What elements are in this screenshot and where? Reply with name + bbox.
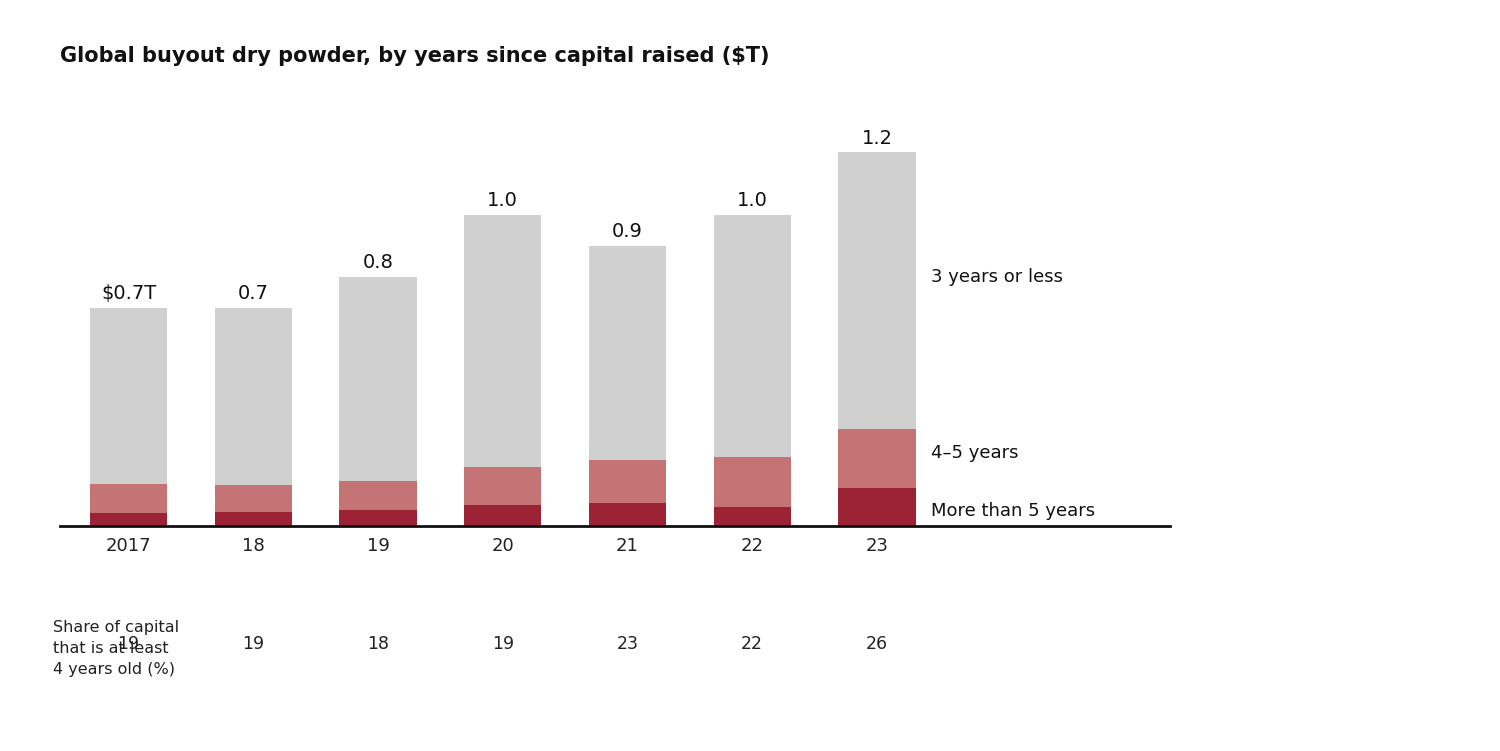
Bar <box>339 509 417 526</box>
Bar <box>339 277 417 481</box>
Text: 19: 19 <box>492 635 514 653</box>
Text: 3 years or less: 3 years or less <box>930 267 1062 285</box>
Bar <box>590 246 666 460</box>
Text: 4–5 years: 4–5 years <box>930 444 1019 462</box>
Bar <box>464 215 542 466</box>
Text: $0.7T: $0.7T <box>100 284 156 303</box>
Text: 0.7: 0.7 <box>238 284 268 303</box>
Bar <box>214 485 292 512</box>
Text: 0.9: 0.9 <box>612 222 644 241</box>
Text: Share of capital
that is at least
4 years old (%): Share of capital that is at least 4 year… <box>53 620 178 677</box>
Text: Global buyout dry powder, by years since capital raised ($T): Global buyout dry powder, by years since… <box>60 47 770 66</box>
Text: 26: 26 <box>865 635 888 653</box>
Text: 18: 18 <box>368 635 388 653</box>
Bar <box>590 503 666 526</box>
Bar <box>839 152 915 429</box>
Bar <box>339 481 417 509</box>
Bar <box>839 429 915 488</box>
Bar <box>464 505 542 526</box>
Bar <box>90 484 168 513</box>
Bar <box>214 512 292 526</box>
Bar <box>839 488 915 526</box>
Text: 19: 19 <box>243 635 264 653</box>
Bar <box>714 457 791 507</box>
Bar <box>214 308 292 485</box>
Text: 23: 23 <box>616 635 639 653</box>
Text: 19: 19 <box>117 635 140 653</box>
Text: 22: 22 <box>741 635 764 653</box>
Bar <box>90 308 168 484</box>
Bar <box>590 460 666 503</box>
Text: 1.2: 1.2 <box>861 128 892 148</box>
Text: More than 5 years: More than 5 years <box>930 502 1095 520</box>
Bar <box>90 513 168 526</box>
Text: 1.0: 1.0 <box>488 191 518 210</box>
Bar <box>464 466 542 505</box>
Text: 0.8: 0.8 <box>363 253 393 272</box>
Text: 1.0: 1.0 <box>736 191 768 210</box>
Bar <box>714 215 791 457</box>
Bar <box>714 507 791 526</box>
